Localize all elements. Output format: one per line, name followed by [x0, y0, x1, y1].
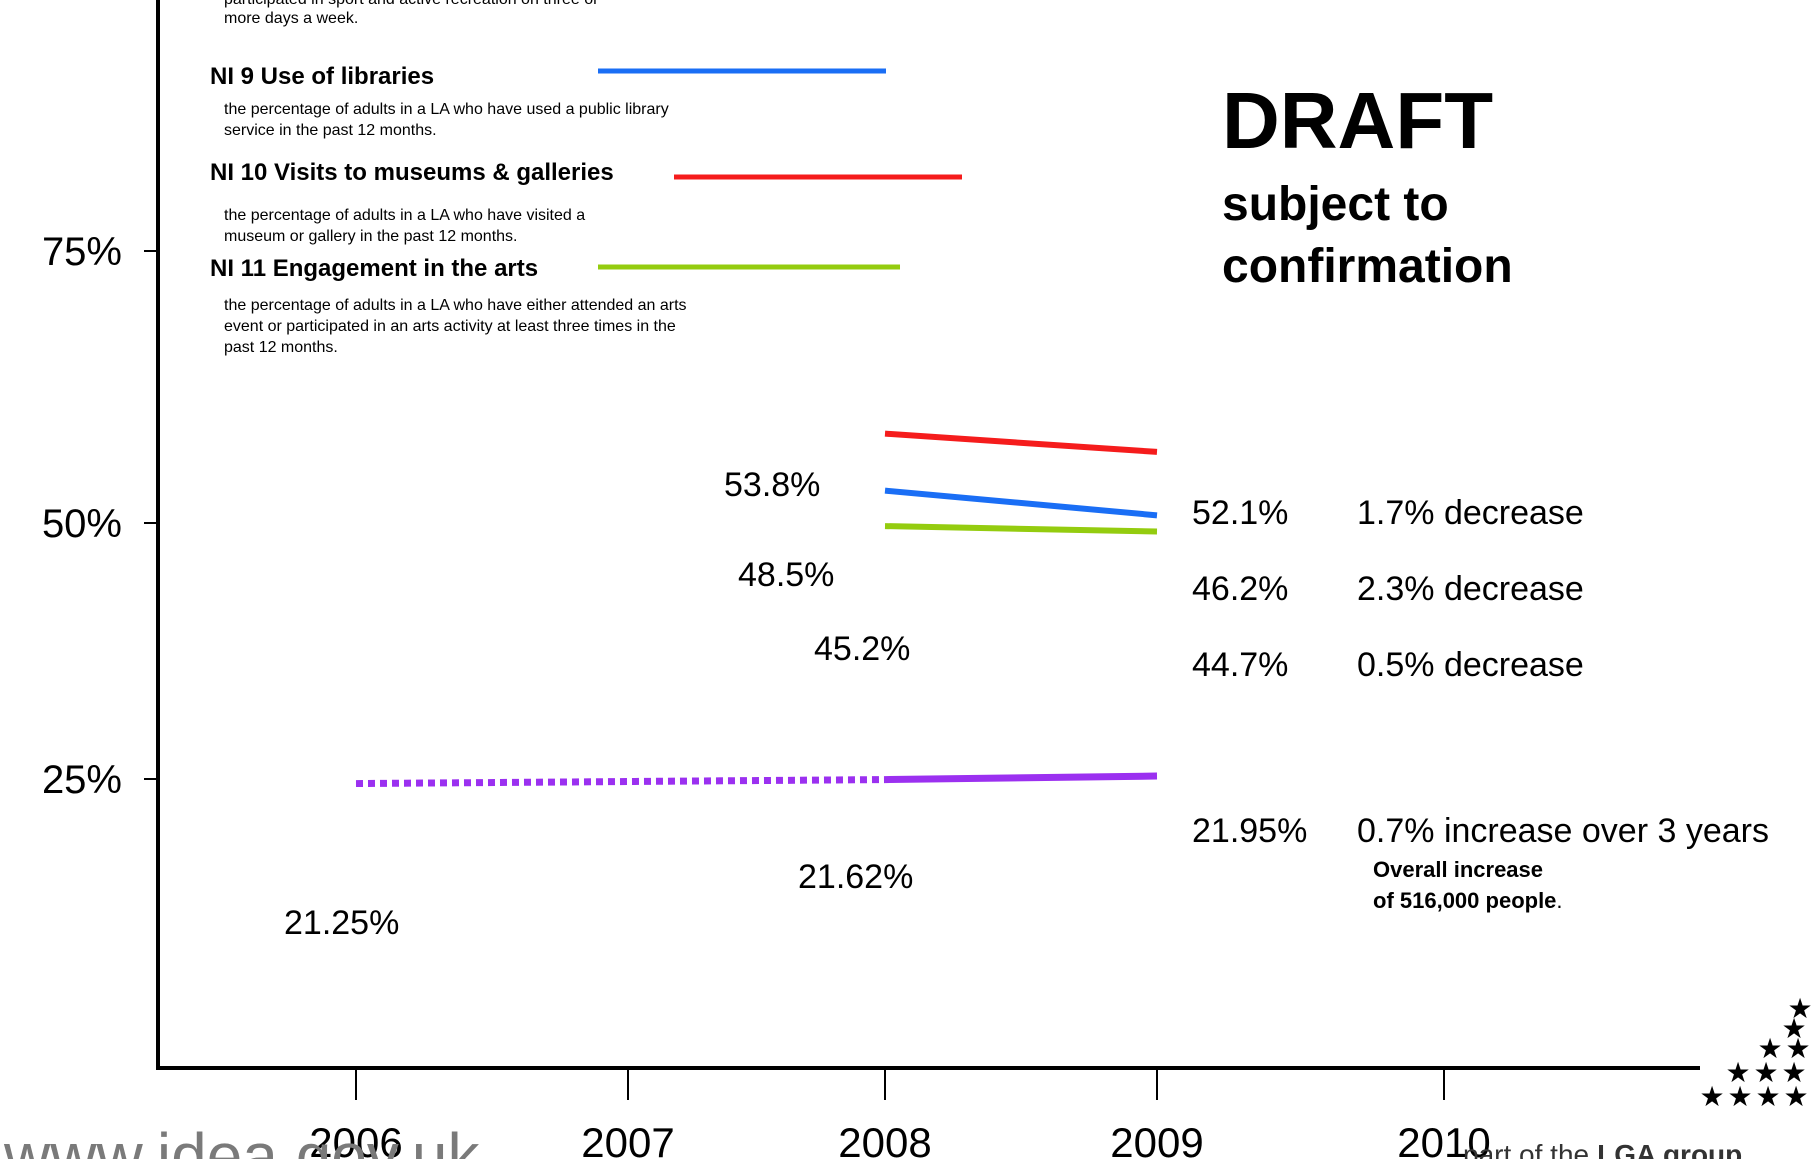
y-tick-label: 25% — [42, 758, 122, 802]
star-icon: ★ — [1727, 1080, 1752, 1113]
series-line-0 — [884, 430, 1158, 455]
change-label: 0.7% increase over 3 years — [1357, 812, 1769, 850]
value-label: 46.2% — [1192, 570, 1288, 608]
value-label: 44.7% — [1192, 646, 1288, 684]
x-tick-label: 2008 — [838, 1119, 931, 1159]
star-icon: ★ — [1753, 1056, 1778, 1089]
star-icon: ★ — [1755, 1080, 1780, 1113]
change-label: 2.3% decrease — [1357, 570, 1584, 608]
star-icon: ★ — [1783, 1080, 1808, 1113]
lga-stars-logo: ★★ ★★ ★ ★★ ★ ★ ★★ — [1699, 992, 1812, 1113]
legend-desc-museums-1: the percentage of adults in a LA who hav… — [224, 207, 585, 224]
x-tick-label: 2006 — [309, 1119, 402, 1159]
overall-increase-note: Overall increase of 516,000 people. — [1373, 857, 1563, 913]
star-icon: ★ — [1781, 1012, 1806, 1045]
x-tick-label: 2010 — [1397, 1119, 1490, 1159]
value-label: 45.2% — [814, 630, 910, 668]
x-tick-label: 2009 — [1110, 1119, 1203, 1159]
draft-title: DRAFT — [1222, 76, 1493, 165]
star-icon: ★ — [1725, 1056, 1750, 1089]
star-icon: ★ — [1781, 1056, 1806, 1089]
footer-part-of: part of the — [1463, 1139, 1589, 1159]
series-line-2 — [884, 523, 1158, 535]
legend-desc-arts-3: past 12 months. — [224, 339, 338, 356]
value-label: 48.5% — [738, 556, 834, 594]
legend: participated in sport and active recreat… — [210, 0, 962, 356]
legend-title-arts: NI 11 Engagement in the arts — [210, 255, 538, 282]
value-labels: 53.8% 52.1% 1.7% decrease 48.5% 46.2% 2.3% de… — [284, 466, 1769, 942]
y-tick-label: 75% — [42, 230, 122, 274]
draft-subtitle-line1: subject to — [1222, 178, 1449, 231]
draft-subtitle-line2: confirmation — [1222, 240, 1513, 293]
legend-desc-arts-2: event or participated in an arts activit… — [224, 318, 676, 335]
note-line2-bold: of 516,000 people — [1373, 888, 1556, 913]
x-tick-label: 2007 — [581, 1119, 674, 1159]
footer-brand: part of the LGA group — [1463, 1139, 1742, 1159]
change-label: 1.7% decrease — [1357, 494, 1584, 532]
legend-desc-libraries-2: service in the past 12 months. — [224, 122, 437, 139]
star-icon: ★ — [1757, 1032, 1782, 1065]
series-line-solid — [884, 772, 1158, 784]
change-label: 0.5% decrease — [1357, 646, 1584, 684]
watermark-url: www.idea.gov.uk — [3, 1120, 481, 1159]
star-icon: ★ — [1699, 1080, 1724, 1113]
star-icon: ★ — [1785, 1032, 1810, 1065]
legend-top-fragment-line2: more days a week. — [224, 10, 358, 27]
value-label: 21.25% — [284, 904, 399, 942]
y-tick-label: 50% — [42, 502, 122, 546]
legend-top-fragment: participated in sport and active recreat… — [224, 0, 599, 8]
x-axis-ticks: 2006 2007 2008 2009 2010 — [309, 1068, 1491, 1159]
note-line2-suffix: . — [1556, 888, 1562, 913]
series-line-dotted — [355, 776, 886, 788]
legend-desc-museums-2: museum or gallery in the past 12 months. — [224, 228, 517, 245]
note-line2: of 516,000 people. — [1373, 888, 1563, 913]
legend-title-museums: NI 10 Visits to museums & galleries — [210, 159, 614, 186]
note-line1: Overall increase — [1373, 857, 1543, 882]
legend-title-libraries: NI 9 Use of libraries — [210, 63, 434, 90]
series-line-1 — [884, 487, 1158, 519]
legend-desc-arts-1: the percentage of adults in a LA who hav… — [224, 297, 687, 314]
legend-desc-libraries-1: the percentage of adults in a LA who hav… — [224, 101, 669, 118]
star-icon: ★ — [1787, 992, 1812, 1025]
value-label: 21.95% — [1192, 812, 1307, 850]
footer-group: LGA group — [1597, 1139, 1742, 1159]
draft-notice: DRAFT subject to confirmation — [1222, 76, 1513, 293]
value-label: 21.62% — [798, 858, 913, 896]
value-label: 53.8% — [724, 466, 820, 504]
y-axis-ticks: 25% 50% 75% — [42, 230, 158, 802]
value-label: 52.1% — [1192, 494, 1288, 532]
series-layer — [355, 430, 1158, 788]
